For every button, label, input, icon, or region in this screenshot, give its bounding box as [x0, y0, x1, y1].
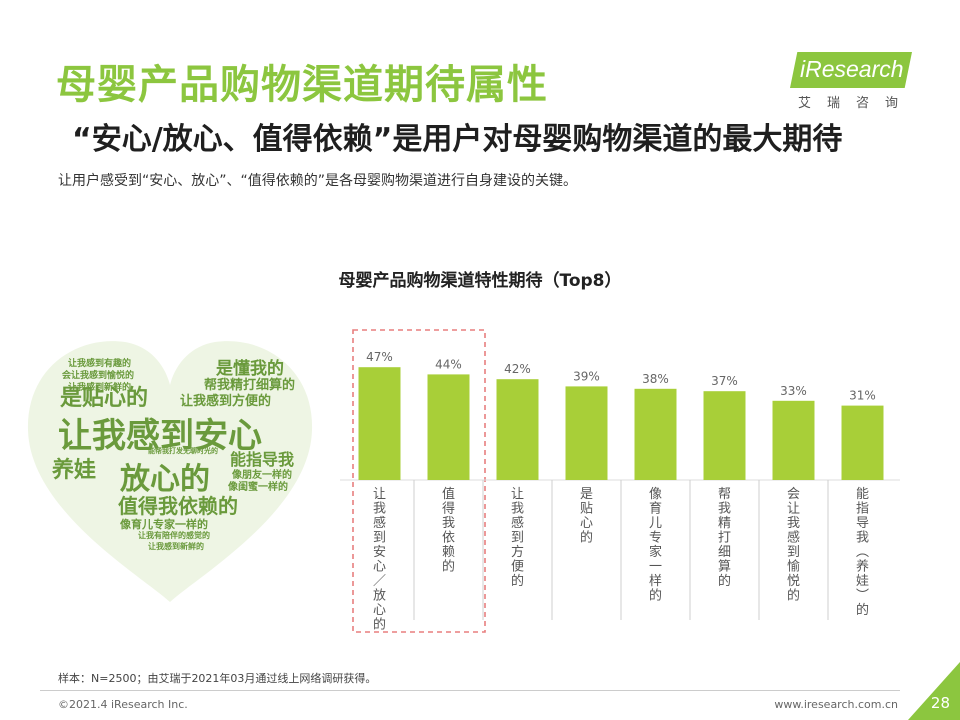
cloud-word: 养娃: [52, 458, 97, 483]
data-label: 38%: [642, 372, 669, 386]
footnote: 样本：N=2500；由艾瑞于2021年03月通过线上网络调研获得。: [58, 672, 377, 685]
category-label: 让我感到方便的: [511, 487, 524, 589]
cloud-word: 放心的: [120, 462, 210, 497]
iresearch-logo: iResearch 艾瑞咨询: [790, 52, 918, 112]
cloud-word: 让我感到有趣的: [68, 359, 132, 369]
category-label: 是贴心的: [580, 487, 593, 546]
cloud-word: 帮我精打细算的: [204, 378, 296, 393]
category-label: 会让我感到愉悦的: [787, 487, 800, 604]
cloud-word: 像育儿专家一样的: [120, 518, 208, 531]
bar: [427, 374, 470, 480]
category-label: 像育儿专家一样的: [649, 487, 662, 604]
chart-title: 母婴产品购物渠道特性期待（Top8）: [338, 271, 622, 291]
cloud-word: 让我感到方便的: [180, 394, 272, 409]
cloud-word: 能指导我: [230, 450, 295, 469]
logo-text: iResearch: [800, 56, 904, 82]
cloud-word: 会让我感到愉悦的: [62, 371, 135, 381]
bar: [841, 405, 884, 480]
cloud-word: 像朋友一样的: [232, 470, 292, 481]
page-subtitle: “安心/放心、值得依赖”是用户对母婴购物渠道的最大期待: [72, 122, 843, 157]
word-cloud: 让我感到有趣的 会让我感到愉悦的 让我感到新鲜的 是贴心的 是懂我的 帮我精打细…: [20, 330, 320, 605]
cloud-word: 能帮我打发无聊时光的: [148, 447, 218, 455]
category-label: 值得我依赖的: [442, 486, 455, 575]
website-link[interactable]: www.iresearch.com.cn: [774, 698, 898, 711]
data-label: 33%: [780, 384, 807, 398]
heart-shape: [27, 341, 313, 602]
bar: [772, 400, 815, 480]
category-label: 让我感到安心／放心的: [373, 487, 386, 633]
bar: [496, 379, 539, 480]
data-label: 39%: [573, 369, 600, 383]
cloud-word: 让我有陪伴的感觉的: [138, 531, 210, 540]
logo-mark: [790, 52, 912, 88]
data-label: 47%: [366, 350, 393, 364]
cloud-word: 是贴心的: [60, 386, 149, 411]
cloud-word: 让我感到安心: [58, 416, 262, 456]
copyright: ©2021.4 iResearch Inc.: [58, 698, 188, 711]
page-title: 母婴产品购物渠道期待属性: [56, 62, 548, 108]
footer-divider: [40, 690, 900, 691]
page-description: 让用户感受到“安心、放心”、“值得依赖的”是各母婴购物渠道进行自身建设的关键。: [58, 173, 578, 189]
category-label: 能指导我︵养娃︶的: [856, 487, 869, 618]
category-label: 帮我精打细算的: [718, 487, 731, 589]
data-label: 31%: [849, 389, 876, 403]
data-label: 44%: [435, 357, 462, 371]
bar: [703, 391, 746, 480]
page-number: 28: [930, 694, 950, 712]
data-label: 37%: [711, 374, 738, 388]
bar: [634, 388, 677, 480]
bar: [565, 386, 608, 480]
cloud-word: 让我感到新鲜的: [148, 542, 204, 551]
highlight-box: [352, 329, 486, 633]
cloud-word: 值得我依赖的: [118, 494, 238, 518]
cloud-word: 让我感到新鲜的: [68, 383, 132, 393]
data-label: 42%: [504, 362, 531, 376]
bar-chart: 47% 让我感到安心／放心的 44% 值得我依赖的 42% 让我感到方便的 39% 是贴心的 3…: [340, 329, 900, 633]
bar: [358, 367, 401, 480]
cloud-word: 像闺蜜一样的: [228, 482, 288, 493]
logo-cn: 艾瑞咨询: [798, 96, 915, 111]
cloud-word: 是懂我的: [216, 359, 284, 379]
